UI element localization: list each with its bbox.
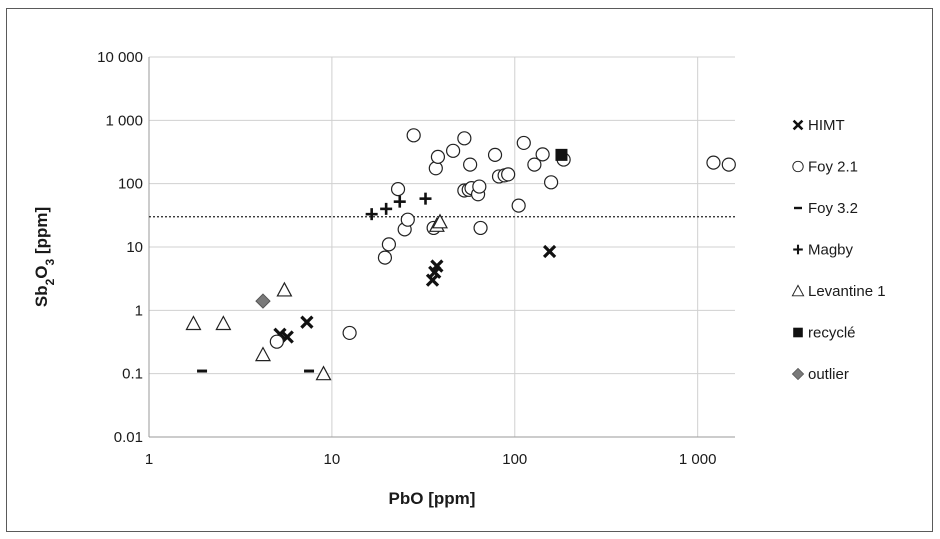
data-point: [269, 334, 284, 349]
legend-item: outlier: [791, 366, 849, 383]
legend-marker-icon: [791, 367, 805, 381]
data-point: [511, 198, 526, 213]
legend-item: Foy 2.1: [792, 159, 858, 176]
legend-item: HIMT: [792, 117, 845, 134]
x-tick-label: 10: [324, 451, 341, 468]
data-point: [472, 179, 487, 194]
data-point: [516, 135, 531, 151]
data-point: [721, 157, 736, 172]
series-himt: [273, 244, 557, 344]
legend-label: recyclé: [808, 325, 856, 342]
x-tick-label: 1: [145, 451, 153, 468]
legend-item: Magby: [793, 242, 854, 259]
data-point: [254, 346, 271, 362]
axes: [148, 57, 735, 438]
data-point: [706, 155, 721, 170]
y-tick-label: 1 000: [105, 112, 143, 129]
legend-label: outlier: [808, 366, 849, 383]
legend-marker-icon: [793, 327, 803, 338]
legend-marker-icon: [792, 119, 804, 131]
data-point: [501, 167, 516, 182]
data-point: [431, 213, 448, 229]
y-tick-label: 10 000: [97, 49, 143, 66]
data-point: [342, 325, 357, 341]
legend-label: Magby: [808, 242, 854, 259]
data-point: [400, 212, 415, 227]
data-point: [255, 293, 271, 309]
data-point: [419, 192, 432, 205]
x-axis-title: PbO [ppm]: [389, 489, 476, 508]
series-recycl-: [555, 148, 568, 161]
data-point: [463, 157, 478, 172]
data-point: [185, 315, 202, 331]
data-point: [473, 220, 488, 236]
legend: HIMT Foy 2.1 Foy 3.2 Magby Levantine 1 recycl…: [791, 117, 886, 383]
data-point: [430, 259, 444, 273]
series-outlier: [255, 293, 271, 309]
legend-label: Foy 2.1: [808, 159, 858, 176]
data-point: [300, 315, 314, 329]
data-point: [276, 281, 293, 297]
data-point: [428, 161, 443, 176]
y-axis-title: Sb2O3 [ppm]: [32, 207, 57, 307]
chart-frame: 0.01 0.1 1 10 100 1 000 10 000 1 10 100 1 000 PbO …: [6, 8, 933, 532]
y-tick-label: 100: [118, 176, 143, 193]
data-point: [457, 131, 472, 146]
data-point: [527, 157, 542, 172]
legend-marker-icon: [792, 160, 804, 173]
data-points: [185, 128, 736, 381]
data-point: [380, 202, 393, 215]
data-point: [390, 182, 406, 197]
series-foy-2-1: [269, 128, 736, 349]
x-tick-label: 1 000: [679, 451, 717, 468]
data-point: [381, 237, 397, 252]
legend-marker-icon: [793, 244, 803, 255]
data-point: [406, 128, 421, 143]
data-point: [315, 365, 332, 381]
legend-marker-icon: [791, 284, 805, 297]
y-tick-label: 0.01: [114, 429, 143, 446]
y-tick-label: 1: [135, 302, 143, 319]
series-levantine-1: [185, 213, 448, 381]
tick-labels: 0.01 0.1 1 10 100 1 000 10 000 1 10 100 1 000: [97, 49, 716, 468]
series-magby: [365, 192, 432, 221]
data-point: [393, 195, 406, 208]
legend-item: Foy 3.2: [794, 200, 858, 217]
y-tick-label: 0.1: [122, 366, 143, 383]
data-point: [487, 147, 503, 162]
data-point: [430, 149, 446, 164]
data-point: [542, 244, 557, 259]
x-tick-label: 100: [502, 451, 527, 468]
data-point: [215, 315, 232, 331]
data-point: [377, 250, 393, 265]
grid: [149, 56, 735, 437]
y-tick-label: 10: [126, 239, 143, 256]
data-point: [446, 143, 461, 158]
legend-item: recyclé: [793, 325, 856, 342]
data-point: [365, 208, 378, 221]
data-point: [555, 148, 568, 161]
data-point: [544, 175, 559, 190]
legend-label: HIMT: [808, 117, 845, 134]
legend-label: Foy 3.2: [808, 200, 858, 217]
legend-item: Levantine 1: [791, 283, 886, 300]
scatter-chart: 0.01 0.1 1 10 100 1 000 10 000 1 10 100 1 000 PbO …: [32, 49, 886, 508]
legend-label: Levantine 1: [808, 283, 886, 300]
data-point: [535, 147, 550, 162]
